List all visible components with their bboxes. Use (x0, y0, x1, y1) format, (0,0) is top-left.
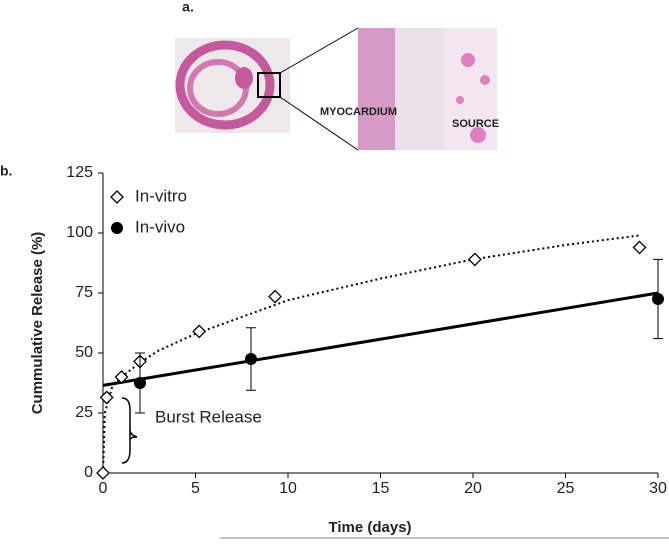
trend-line (102, 234, 640, 474)
y-tick-label: 25 (75, 404, 93, 421)
legend-marker (110, 190, 124, 204)
region-label: MYOCARDIUM (320, 106, 397, 118)
x-tick-label: 30 (649, 480, 667, 497)
y-axis-label: Cummulative Release (%) (29, 232, 46, 415)
legend-label: In-vivo (135, 217, 185, 236)
zoom-image: MYOCARDIUM SOURCE (320, 28, 499, 150)
data-point (99, 390, 114, 405)
y-tick-label: 75 (75, 284, 93, 301)
y-tick-label: 50 (75, 344, 93, 361)
x-tick-label: 20 (464, 480, 482, 497)
y-tick-label: 0 (84, 464, 93, 481)
data-point (632, 240, 647, 255)
data-point (134, 377, 146, 389)
x-tick-label: 15 (372, 480, 390, 497)
data-point (268, 289, 282, 304)
y-tick-label: 100 (66, 224, 93, 241)
x-tick-label: 5 (191, 480, 200, 497)
panel-label: a. (182, 0, 194, 15)
data-point (245, 353, 257, 365)
y-tick-label: 125 (66, 164, 93, 181)
data-point (467, 252, 482, 267)
panel-label: b. (0, 163, 12, 179)
x-tick-label: 0 (99, 480, 108, 497)
annotation: Burst Release (155, 407, 262, 426)
data-point (96, 466, 110, 480)
x-axis-label: Time (days) (328, 519, 411, 536)
heart-section-image (175, 27, 359, 151)
data-point (192, 324, 207, 339)
data-point (114, 370, 129, 384)
brace (121, 397, 138, 464)
trend-line (102, 291, 659, 387)
x-tick-label: 25 (557, 480, 575, 497)
region-label: SOURCE (452, 118, 499, 130)
data-point (652, 293, 664, 305)
legend-label: In-vitro (135, 186, 187, 205)
x-tick-label: 10 (279, 480, 297, 497)
legend-marker (111, 222, 123, 234)
